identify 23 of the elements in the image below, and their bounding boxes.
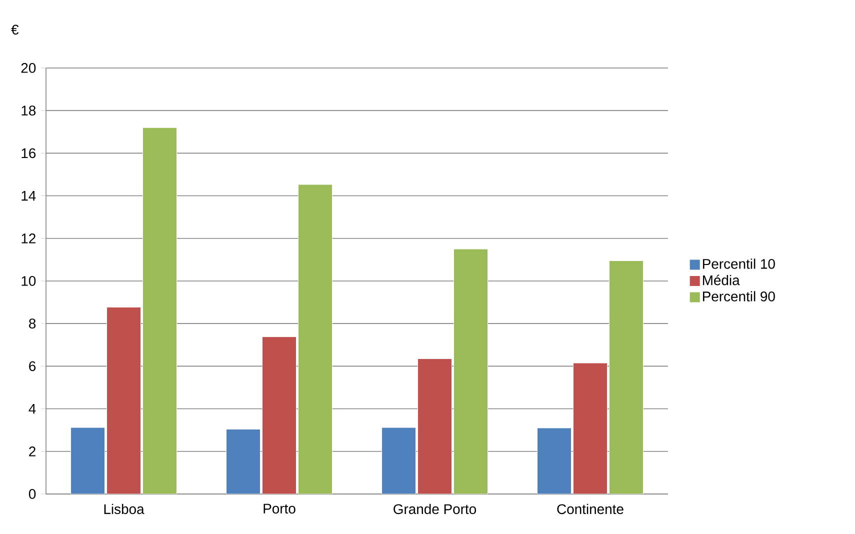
- bar: [418, 358, 452, 494]
- x-tick-label: Porto: [264, 504, 296, 514]
- y-tick-label: 14: [22, 190, 36, 201]
- y-tick-label: 12: [22, 234, 36, 244]
- x-tick-label: Lisboa: [104, 504, 144, 514]
- bar: [573, 362, 608, 494]
- y-tick-label: 10: [22, 276, 36, 286]
- legend-label: Percentil 10: [702, 258, 775, 269]
- x-tick-label: Grande Porto: [394, 504, 476, 514]
- y-tick-label: 20: [21, 63, 36, 73]
- y-tick-label: 18: [22, 106, 36, 116]
- bar: [262, 336, 297, 494]
- y-tick-label: 16: [22, 148, 36, 158]
- legend-label: Média: [702, 274, 740, 286]
- y-axis-title: €: [11, 24, 19, 35]
- bar: [106, 306, 142, 494]
- y-tick-label: 0: [28, 489, 36, 499]
- y-tick-label: 2: [29, 446, 36, 456]
- legend-label: Percentil 90: [702, 291, 775, 302]
- x-tick-label: Continente: [557, 504, 624, 514]
- y-tick-label: 8: [29, 318, 36, 329]
- y-tick-label: 4: [28, 404, 36, 414]
- y-tick-label: 6: [29, 361, 36, 372]
